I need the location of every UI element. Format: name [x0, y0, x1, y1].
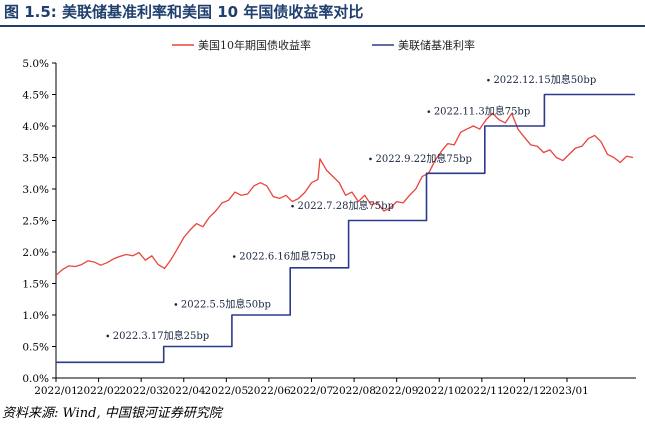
x-tick-label: 2022/02 [77, 385, 121, 397]
annotation-marker [232, 255, 236, 258]
x-tick-label: 2023/01 [545, 385, 589, 397]
treasury-yield-line [55, 112, 634, 276]
x-tick-label: 2022/11 [460, 385, 504, 397]
annotation-label: 2022.3.17加息25bp [113, 329, 209, 342]
annotation-marker [427, 110, 431, 113]
fed-rate-line [56, 93, 636, 364]
annotation-marker [174, 303, 178, 306]
plot-area [55, 93, 636, 364]
chart-axes: 0.0% 0.5% 1.0% 1.5% 2.0% 2.5% 3.0% 3.5% 4.0% 4.5%… [22, 58, 636, 397]
annotation-label: 2022.12.15加息50bp [493, 73, 596, 86]
y-tick-label: 1.0% [22, 310, 49, 322]
chart-legend: 美国10年期国债收益率 美联储基准利率 [172, 38, 475, 52]
annotation-label: 2022.7.28加息75bp [298, 199, 394, 212]
annotation-label: 2022.9.22加息75bp [375, 152, 471, 165]
rate-comparison-chart: 美国10年期国债收益率 美联储基准利率 0.0% 0.5% 1.0% 1.5% 2.0% 2… [22, 38, 636, 397]
x-tick-label: 2022/05 [205, 385, 249, 397]
annotation-marker [291, 204, 294, 208]
y-tick-label: 4.5% [22, 90, 49, 102]
y-tick-label: 2.0% [22, 247, 49, 259]
x-tick-label: 2022/10 [417, 385, 461, 397]
x-tick-label: 2022/06 [247, 385, 291, 397]
x-tick-label: 2022/12 [503, 385, 547, 397]
x-tick-label: 2022/07 [290, 385, 334, 397]
annotation-marker [106, 334, 110, 338]
hike-annotations: 2022.3.17加息25bp 2022.5.5加息50bp 2022.6.16加息… [106, 73, 596, 342]
y-tick-label: 5.0% [22, 58, 49, 70]
annotation-label: 2022.6.16加息75bp [239, 250, 335, 263]
y-tick-label: 2.5% [22, 216, 49, 228]
y-tick-label: 3.0% [22, 184, 49, 196]
figure-title: 图 1.5: 美联储基准利率和美国 10 年国债收益率对比 [4, 3, 364, 21]
x-tick-label: 2022/03 [119, 385, 163, 397]
annotation-label: 2022.5.5加息50bp [181, 297, 271, 310]
annotation-marker [369, 157, 372, 161]
legend-item-fed-label: 美联储基准利率 [398, 38, 475, 52]
x-tick-label: 2022/04 [162, 385, 206, 397]
title-divider [0, 25, 645, 27]
annotation-label: 2022.11.3加息75bp [434, 105, 530, 118]
y-tick-label: 1.5% [22, 279, 49, 291]
x-tick-label: 2022/09 [375, 385, 419, 397]
x-tick-label: 2022/01 [34, 385, 78, 397]
x-tick-label: 2022/08 [332, 385, 376, 397]
y-tick-label: 4.0% [22, 121, 49, 133]
annotation-marker [487, 78, 490, 82]
y-tick-label: 0.0% [22, 373, 49, 385]
y-tick-label: 3.5% [22, 153, 49, 165]
y-tick-label: 0.5% [22, 342, 49, 354]
legend-item-treasury-label: 美国10年期国债收益率 [198, 38, 311, 52]
source-note: 资料来源: Wind, 中国银河证券研究院 [2, 406, 222, 421]
